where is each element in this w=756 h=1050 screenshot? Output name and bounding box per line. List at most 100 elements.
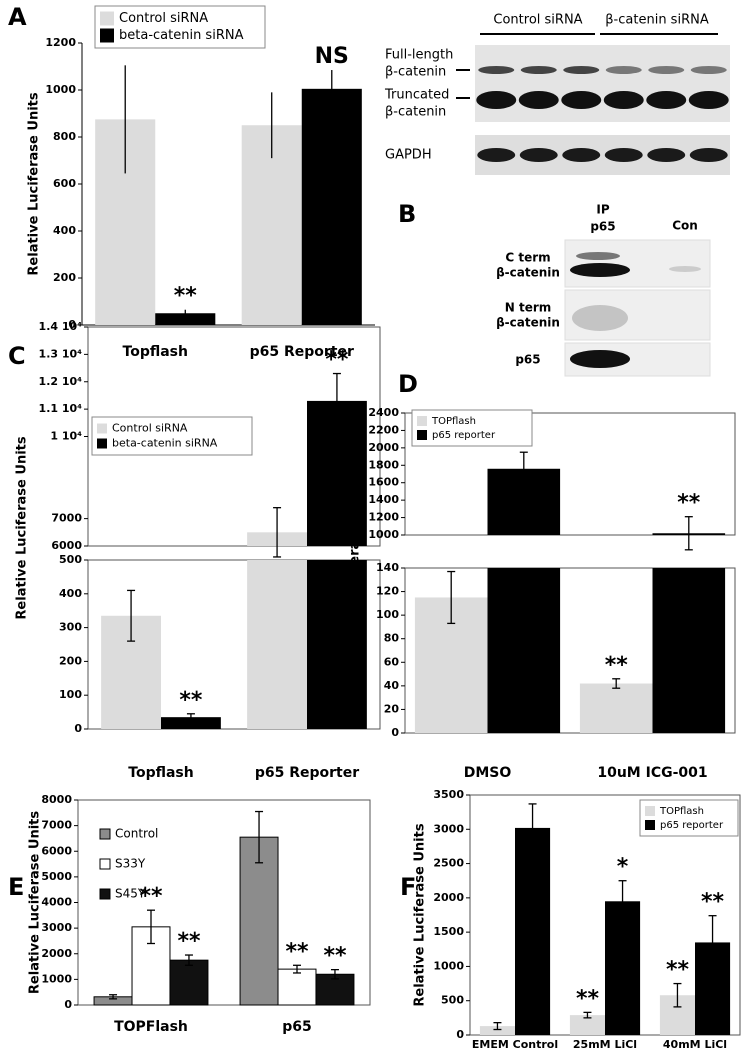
bar (579, 683, 653, 733)
x-tick-label: Topflash (128, 765, 193, 781)
band (648, 66, 685, 74)
blot-label: Truncated (384, 88, 449, 103)
blot-label: C term (505, 251, 550, 265)
band (572, 305, 628, 331)
bar (169, 959, 209, 1006)
error-bar (519, 451, 528, 486)
y-tick-label: 500 (441, 994, 464, 1007)
legend-swatch (99, 888, 111, 900)
y-axis-label: Relative Luciferase Units (28, 811, 43, 994)
band (604, 148, 643, 162)
y-tick-label: 1.4 10⁴ (39, 320, 83, 333)
x-tick-label: 25mM LiCl (573, 1038, 637, 1050)
y-tick-label: 100 (376, 608, 399, 621)
panel-letter: B (398, 200, 416, 228)
legend-swatch (99, 828, 111, 840)
y-tick-label: 2200 (368, 423, 399, 436)
error-bar (493, 1022, 502, 1031)
y-tick-label: 6000 (51, 539, 82, 552)
band (688, 91, 729, 109)
error-bar (447, 570, 456, 625)
bar (161, 717, 221, 729)
y-tick-label: 1600 (368, 476, 399, 489)
y-tick-label: 0 (64, 998, 72, 1011)
y-tick-label: 300 (59, 621, 82, 634)
legend-box (94, 5, 266, 49)
band (562, 148, 601, 162)
panel-letter: D (398, 370, 418, 398)
y-tick-label: 1 10⁴ (50, 430, 82, 443)
error-bar (273, 507, 282, 558)
blot-label: p65 (590, 220, 615, 234)
error-bar (618, 880, 627, 923)
legend-label: beta-catenin siRNA (119, 28, 244, 43)
y-tick-label: 400 (59, 587, 82, 600)
panel-letter: F (400, 873, 416, 901)
significance-label: ** (605, 653, 629, 678)
y-axis-label: Relative Luciferase Units (15, 436, 30, 619)
legend-label: S33Y (115, 857, 146, 871)
error-bar (684, 516, 693, 551)
significance-label: ** (323, 944, 347, 969)
y-tick-label: 500 (59, 553, 82, 566)
y-tick-label: 0 (68, 318, 76, 331)
y-tick-label: 600 (53, 177, 76, 190)
y-tick-label: 1000 (368, 528, 399, 541)
x-tick-label: Topflash (123, 344, 188, 360)
significance-label: ** (177, 929, 201, 954)
y-tick-label: 2500 (433, 857, 464, 870)
y-tick-label: 1200 (45, 36, 76, 49)
error-bar (186, 713, 195, 722)
y-tick-label: 0 (456, 1028, 464, 1041)
significance-label: ** (677, 491, 701, 516)
y-tick-label: 200 (53, 271, 76, 284)
y-tick-label: 140 (376, 561, 399, 574)
x-tick-label: p65 (282, 1019, 312, 1035)
panel-letter: C (8, 342, 26, 370)
band (518, 91, 559, 109)
y-tick-label: 1800 (368, 458, 399, 471)
blot-label: β-catenin (496, 316, 560, 330)
bar (155, 313, 216, 325)
y-tick-label: 2000 (433, 891, 464, 904)
blot-background (475, 135, 730, 175)
bar (605, 901, 641, 1035)
error-bar (583, 1011, 592, 1019)
x-tick-label: 10uM ICG-001 (597, 765, 707, 781)
error-bar (673, 982, 682, 1008)
blot-label: IP (596, 203, 609, 217)
y-tick-label: 800 (53, 130, 76, 143)
legend-swatch (97, 438, 107, 449)
y-tick-label: 8000 (41, 793, 72, 806)
band (647, 148, 686, 162)
significance-label: ** (179, 688, 203, 713)
bar (515, 827, 551, 1035)
bar (569, 1015, 605, 1035)
band (669, 266, 701, 272)
legend-swatch (99, 858, 111, 870)
y-tick-label: 0 (74, 722, 82, 735)
significance-label: ** (666, 958, 690, 983)
bar (479, 1026, 515, 1035)
error-bar (708, 915, 717, 970)
legend-box (91, 416, 253, 456)
band (605, 66, 642, 74)
bar (301, 88, 362, 325)
blot-label: p65 (515, 353, 540, 367)
y-tick-label: 1000 (433, 959, 464, 972)
y-tick-label: 20 (384, 702, 400, 715)
y-tick-label: 400 (53, 224, 76, 237)
legend-swatch (97, 423, 107, 434)
y-tick-label: 6000 (41, 844, 72, 857)
y-tick-label: 1000 (41, 972, 72, 985)
error-bar (332, 372, 341, 429)
legend-label: TOPflash (659, 806, 704, 817)
significance-label: ** (285, 939, 309, 964)
legend-label: p65 reporter (432, 430, 496, 441)
y-tick-label: 1200 (368, 511, 399, 524)
legend-label: beta-catenin siRNA (112, 437, 218, 450)
blot-label: Con (672, 219, 698, 233)
error-bar (127, 589, 136, 642)
plot-frame (87, 559, 381, 730)
